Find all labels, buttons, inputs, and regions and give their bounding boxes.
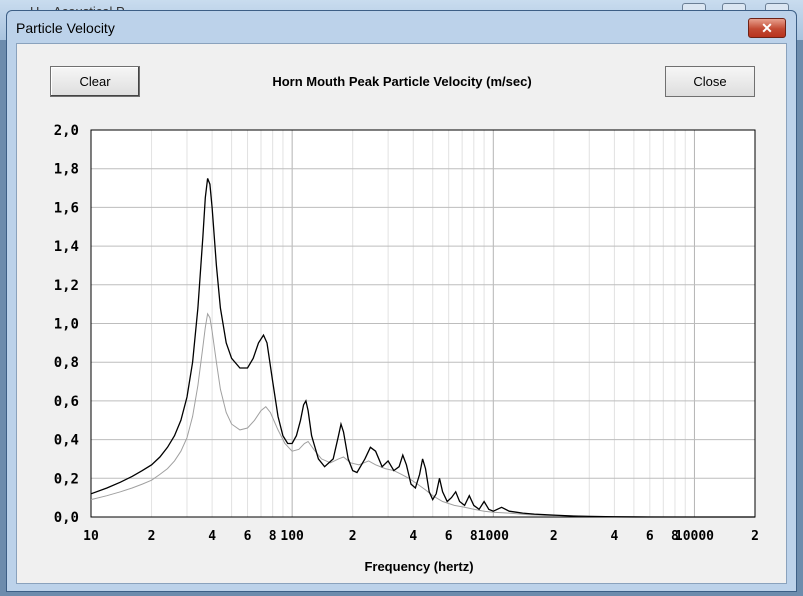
x-tick-label: 100 [280,529,304,544]
y-tick-label: 2,0 [54,123,79,139]
series-line-1 [90,312,755,518]
x-tick-label: 4 [610,529,618,544]
dialog-close-x-button[interactable]: ✕ [748,18,786,38]
dialog-titlebar[interactable]: Particle Velocity ✕ [7,11,796,43]
y-tick-label: 1,0 [54,317,79,333]
y-tick-label: 0,4 [54,433,79,449]
y-tick-label: 0,8 [54,355,79,371]
y-tick-label: 1,8 [54,162,79,178]
chart-title: Horn Mouth Peak Particle Velocity (m/sec… [272,74,532,89]
y-tick-label: 0,6 [54,394,79,410]
close-button[interactable]: Close [665,66,755,97]
x-tick-label: 10000 [675,529,714,544]
y-tick-label: 1,4 [54,239,79,255]
x-tick-label: 8 [671,529,679,544]
dialog-title: Particle Velocity [16,20,115,36]
y-tick-label: 1,6 [54,200,79,216]
x-tick-label: 2 [349,529,357,544]
x-tick-label: 2 [751,529,759,544]
x-axis-label: Frequency (hertz) [364,559,473,574]
x-tick-label: 4 [409,529,417,544]
clear-button[interactable]: Clear [50,66,140,97]
x-tick-label: 8 [470,529,478,544]
x-tick-label: 6 [646,529,654,544]
velocity-chart: 0,00,20,40,60,81,01,21,41,61,82,010 2 4 6 8 1… [54,123,759,574]
particle-velocity-dialog: Particle Velocity ✕ Clear Horn Mouth Pea… [6,10,797,592]
x-tick-label: 6 [445,529,453,544]
dialog-client-area: Clear Horn Mouth Peak Particle Velocity … [16,43,787,584]
series-line-0 [90,178,755,518]
plot-border [90,129,756,518]
x-tick-label: 1000 [478,529,509,544]
x-tick-label: 10 [83,529,99,544]
y-tick-label: 0,0 [54,510,79,526]
x-tick-label: 2 [550,529,558,544]
x-tick-label: 4 [208,529,216,544]
x-tick-label: 8 [269,529,277,544]
x-tick-label: 2 [148,529,156,544]
y-tick-label: 0,2 [54,471,79,487]
y-tick-label: 1,2 [54,278,79,294]
x-tick-label: 6 [244,529,252,544]
